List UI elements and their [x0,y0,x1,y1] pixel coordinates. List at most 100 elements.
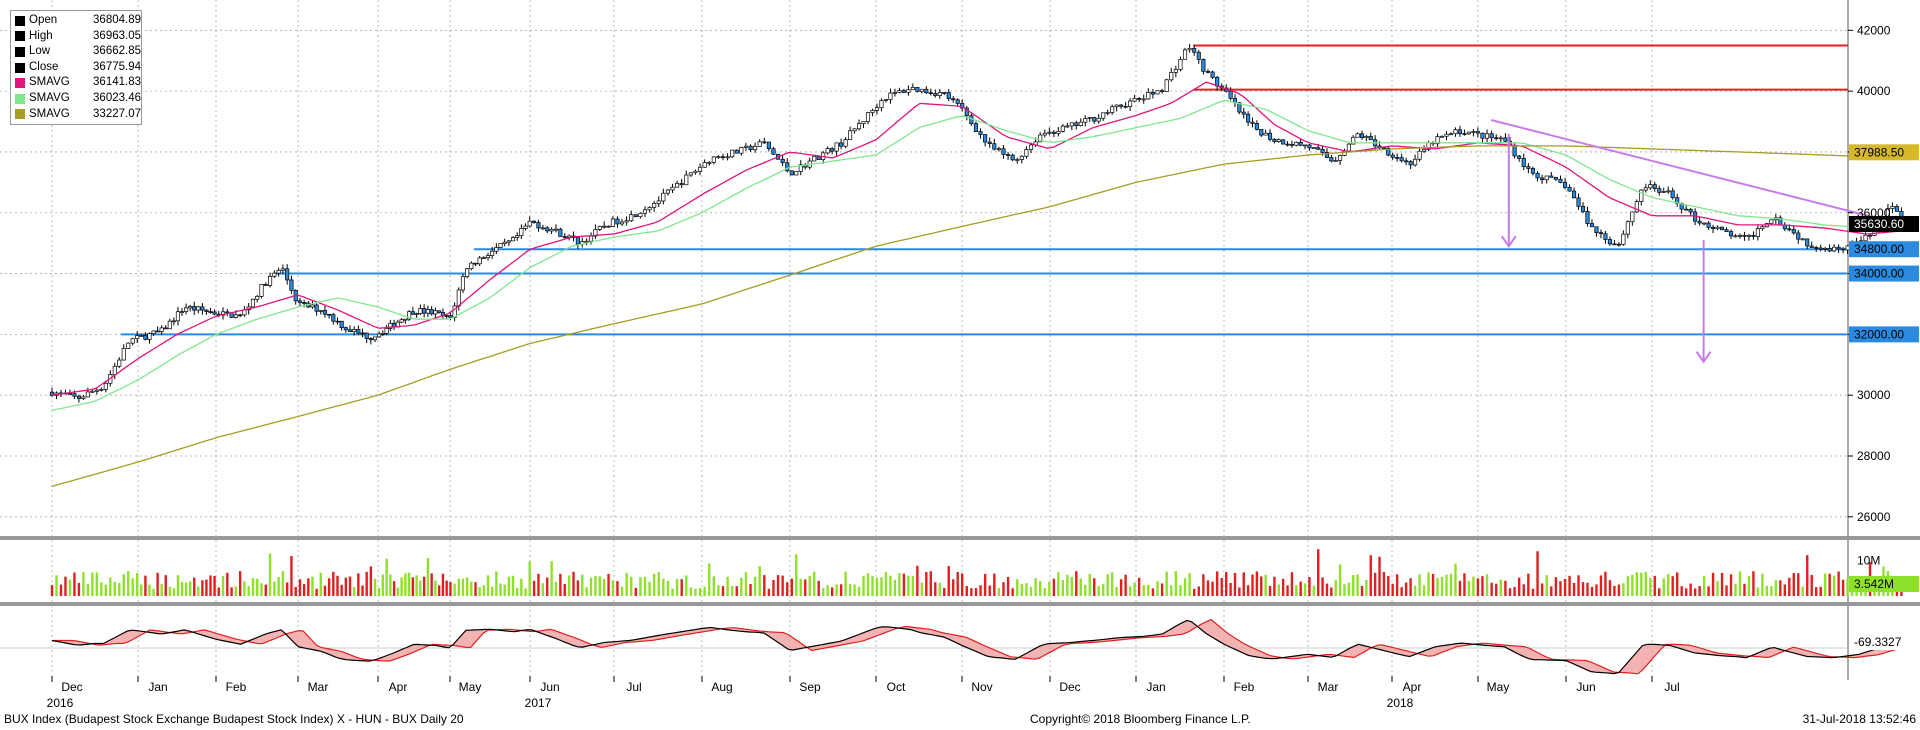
volume-bar [1716,581,1719,596]
candle-body [588,235,594,242]
month-label: Jun [1576,680,1595,694]
volume-bar [1229,583,1232,596]
candle-body [771,148,776,155]
candle-body [175,311,180,322]
legend-item: SMAVG 36023.46 [15,91,141,107]
candle-body [1010,154,1015,161]
candle-body [506,240,511,243]
volume-bar [1761,573,1764,596]
volume-bar [381,574,385,596]
candle-body [1311,147,1316,149]
legend-value: 36963.05 [93,29,141,42]
candle-body [1603,233,1608,240]
candle-body [553,228,559,231]
volume-bar [1756,587,1760,596]
volume-bar [461,578,465,596]
volume-bar [1147,584,1150,596]
candle-body [297,300,302,303]
volume-bar [920,582,924,596]
volume-bar [1613,585,1616,596]
volume-bar [795,554,798,596]
candle-body [1051,131,1056,134]
candle-body [318,310,323,312]
candle-body [192,306,197,311]
candle-body [1688,208,1693,213]
candle-body [834,142,839,152]
volume-bar [197,586,200,596]
volume-bar [567,575,571,596]
candle-body [225,311,230,314]
volume-bar [884,572,888,596]
volume-bar [1568,575,1571,596]
candle-body [1267,132,1273,140]
candle-body [562,236,567,238]
candle-body [250,298,256,308]
candle-body [946,92,951,99]
volume-bar [1038,581,1042,596]
volume-bar [180,581,184,596]
level-tag [1849,241,1919,258]
candle-body [377,333,382,338]
volume-bar [1797,573,1800,596]
candle-body [1281,139,1286,145]
volume-bar [77,582,81,596]
volume-bar [348,576,352,596]
volume-bar [866,573,870,596]
candle-body [425,309,430,314]
volume-bar [671,588,674,596]
volume-bar [1675,572,1679,596]
candle-body [1648,184,1653,189]
volume-bar [1057,572,1060,596]
candle-body [1832,246,1837,252]
volume-bar [1206,580,1210,596]
candle-body [1549,175,1554,178]
oscillator-tag-label: -69.3327 [1854,635,1902,649]
volume-bar [336,575,339,596]
volume-bar [474,582,477,596]
candle-body [1589,223,1595,228]
volume-bar [1137,577,1141,596]
volume-bar [503,584,506,596]
candle-body [1530,168,1535,174]
candle-body [1276,139,1281,142]
legend-label: SMAVG [29,76,70,89]
candle-body [1751,234,1756,237]
month-label: Feb [1234,680,1255,694]
price-tick-label: 42000 [1857,23,1891,37]
candle-body [1114,104,1119,108]
candle-body [1517,155,1522,159]
candle-body [906,89,911,93]
volume-bar [550,561,553,596]
volume-bar [1522,584,1525,596]
year-label: 2018 [1387,696,1414,710]
volume-bar [302,584,306,596]
month-label: Apr [389,680,408,694]
candle-body [1666,190,1671,193]
oscillator-tag [1849,634,1919,650]
volume-bar [1303,583,1307,596]
candle-body [540,227,545,230]
volume-bar [1463,573,1466,596]
candle-body [1241,111,1246,115]
candle-body [204,309,209,312]
volume-bar [148,584,151,596]
volume-bar [1859,588,1863,596]
candle-body [593,229,598,237]
volume-bar [392,581,396,596]
volume-bar [1066,574,1069,596]
candle-body [670,186,675,191]
candle-body [647,207,652,211]
candle-body [410,311,415,315]
volume-bar [1640,572,1643,596]
volume-bar [365,571,368,596]
candle-body [1368,136,1373,141]
candle-body [1827,248,1832,252]
volume-bar [744,572,748,596]
level-tag [1849,144,1919,161]
volume-bar [422,576,426,596]
candle-body [327,313,332,316]
volume-bar [616,581,619,596]
candle-body [1364,136,1369,139]
volume-bar [127,571,130,596]
candle-body [335,320,340,323]
